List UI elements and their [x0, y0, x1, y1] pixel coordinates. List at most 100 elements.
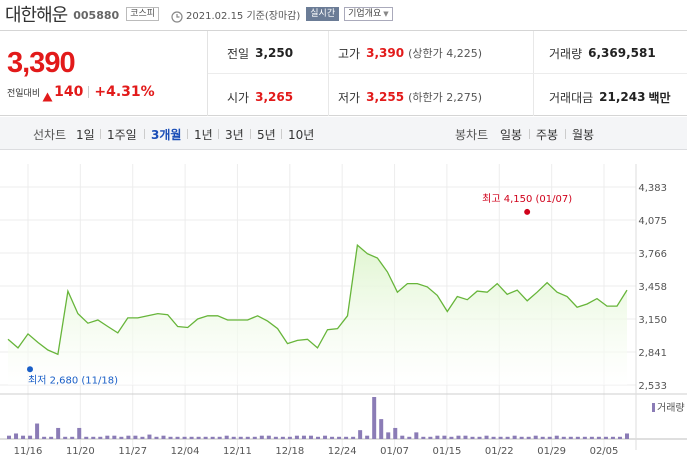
up-triangle-icon: [42, 87, 53, 102]
x-tick-label: 11/27: [118, 446, 147, 457]
prev-close-label: 전일: [227, 46, 250, 61]
volume-bar: [154, 436, 159, 439]
period-divider: [100, 129, 101, 139]
volume-bar: [568, 436, 573, 439]
low-value: 3,255: [366, 90, 405, 104]
y-tick-label: 4,383: [638, 183, 667, 194]
volume-bar: [224, 435, 229, 439]
period-divider: [529, 129, 530, 139]
upper-limit: (상한가 4,225): [408, 47, 482, 60]
volume-bar: [105, 435, 110, 439]
x-tick-label: 01/22: [485, 446, 514, 457]
realtime-button[interactable]: 실시간: [306, 7, 340, 21]
y-tick-label: 2,841: [638, 348, 667, 359]
high-annotation: 최고 4,150 (01/07): [482, 193, 572, 205]
volume-cell: 거래량 6,369,581: [549, 43, 656, 63]
open-value: 3,265: [255, 90, 294, 104]
volume-bar: [351, 436, 356, 439]
y-tick-label: 2,533: [638, 381, 667, 392]
high-label: 고가: [338, 46, 361, 61]
volume-bar: [512, 435, 517, 439]
line-chart-label: 선차트: [33, 128, 67, 142]
volume-bar: [470, 436, 475, 439]
volume-bar: [70, 436, 75, 439]
volume-bar: [442, 435, 447, 439]
change-amount: 140: [54, 84, 84, 100]
volume-bar: [217, 436, 222, 439]
volume-bar: [182, 436, 187, 439]
stock-header: 대한해운 005880 코스피 2021.02.15 기준(장마감) 실시간 기…: [0, 0, 687, 28]
candle-weekly[interactable]: 주봉: [536, 128, 559, 142]
x-tick-label: 12/24: [328, 446, 357, 457]
low-cell: 저가 3,255 (하한가 2,275): [338, 87, 482, 107]
volume-bar: [526, 436, 531, 439]
lower-limit: (하한가 2,275): [408, 91, 482, 104]
volume-bar: [28, 435, 33, 439]
volume-bar: [547, 436, 552, 439]
period-divider: [218, 129, 219, 139]
volume-bar: [610, 436, 615, 439]
clock-icon: [171, 8, 183, 23]
period-1w[interactable]: 1주일: [107, 128, 137, 142]
volume-bar: [189, 436, 194, 439]
period-divider: [281, 129, 282, 139]
volume-bar: [266, 435, 271, 439]
price-chart: 4,383 4,075 3,766 3,458 3,150 2,841 2,533 11/16…: [0, 150, 687, 460]
period-3y[interactable]: 3년: [225, 128, 244, 142]
x-tick-label: 01/07: [380, 446, 409, 457]
volume-bar: [344, 436, 349, 439]
volume-bar: [582, 436, 587, 439]
volume-bar: [491, 436, 496, 439]
volume-bar: [301, 435, 306, 439]
volume-bar: [498, 436, 503, 439]
volume-bar: [273, 436, 278, 439]
volume-bar: [435, 435, 440, 439]
volume-bar: [175, 436, 180, 439]
period-5y[interactable]: 5년: [257, 128, 276, 142]
volume-bar: [603, 436, 608, 439]
price-chart-svg: 4,383 4,075 3,766 3,458 3,150 2,841 2,533 11/16…: [0, 164, 687, 457]
amount-cell: 거래대금 21,243 백만: [549, 87, 671, 107]
volume-label: 거래량: [549, 46, 583, 61]
period-3m[interactable]: 3개월: [151, 128, 182, 142]
company-overview-button[interactable]: 기업개요 ▼: [344, 7, 393, 21]
quote-panel: 3,390 전일대비 140 +4.31% 전일 3,250 고가 3,390 …: [0, 30, 687, 116]
volume-bar: [463, 435, 468, 439]
candle-daily[interactable]: 일봉: [500, 128, 523, 142]
volume-bar: [308, 435, 313, 439]
volume-bar: [554, 435, 559, 439]
period-divider: [187, 129, 188, 139]
price-box: 3,390 전일대비 140 +4.31%: [0, 31, 208, 116]
volume-bar: [98, 436, 103, 439]
volume-bar: [259, 435, 264, 439]
volume-bar: [589, 436, 594, 439]
period-1y[interactable]: 1년: [194, 128, 213, 142]
x-tick-label: 11/20: [66, 446, 95, 457]
volume-bar: [140, 436, 145, 439]
volume-bar: [330, 436, 335, 439]
period-1d[interactable]: 1일: [76, 128, 95, 142]
volume-legend-label: 거래량: [657, 402, 685, 414]
volume-bar: [42, 436, 47, 439]
volume-bar: [287, 436, 292, 439]
volume-bar: [393, 427, 398, 439]
volume-bar: [365, 435, 370, 439]
candle-monthly[interactable]: 월봉: [572, 128, 595, 142]
amount-value: 21,243: [599, 90, 646, 104]
volume-bar: [91, 436, 96, 439]
volume-bar: [540, 436, 545, 439]
volume-bar: [238, 436, 243, 439]
volume-bar: [323, 435, 328, 439]
row-divider: [208, 73, 687, 74]
volume-bar: [77, 427, 82, 439]
volume-bar: [428, 436, 433, 439]
low-annotation: 최저 2,680 (11/18): [28, 374, 118, 386]
period-selector: 선차트 1일 1주일 3개월 1년 3년 5년 10년 봉차트 일봉 주봉 월봉: [0, 117, 687, 150]
volume-bar: [400, 435, 405, 439]
low-label: 저가: [338, 90, 361, 105]
volume-bar: [245, 436, 250, 439]
volume-bar: [252, 436, 257, 439]
volume-bar: [231, 436, 236, 439]
period-10y[interactable]: 10년: [288, 128, 315, 142]
volume-bar: [575, 436, 580, 439]
